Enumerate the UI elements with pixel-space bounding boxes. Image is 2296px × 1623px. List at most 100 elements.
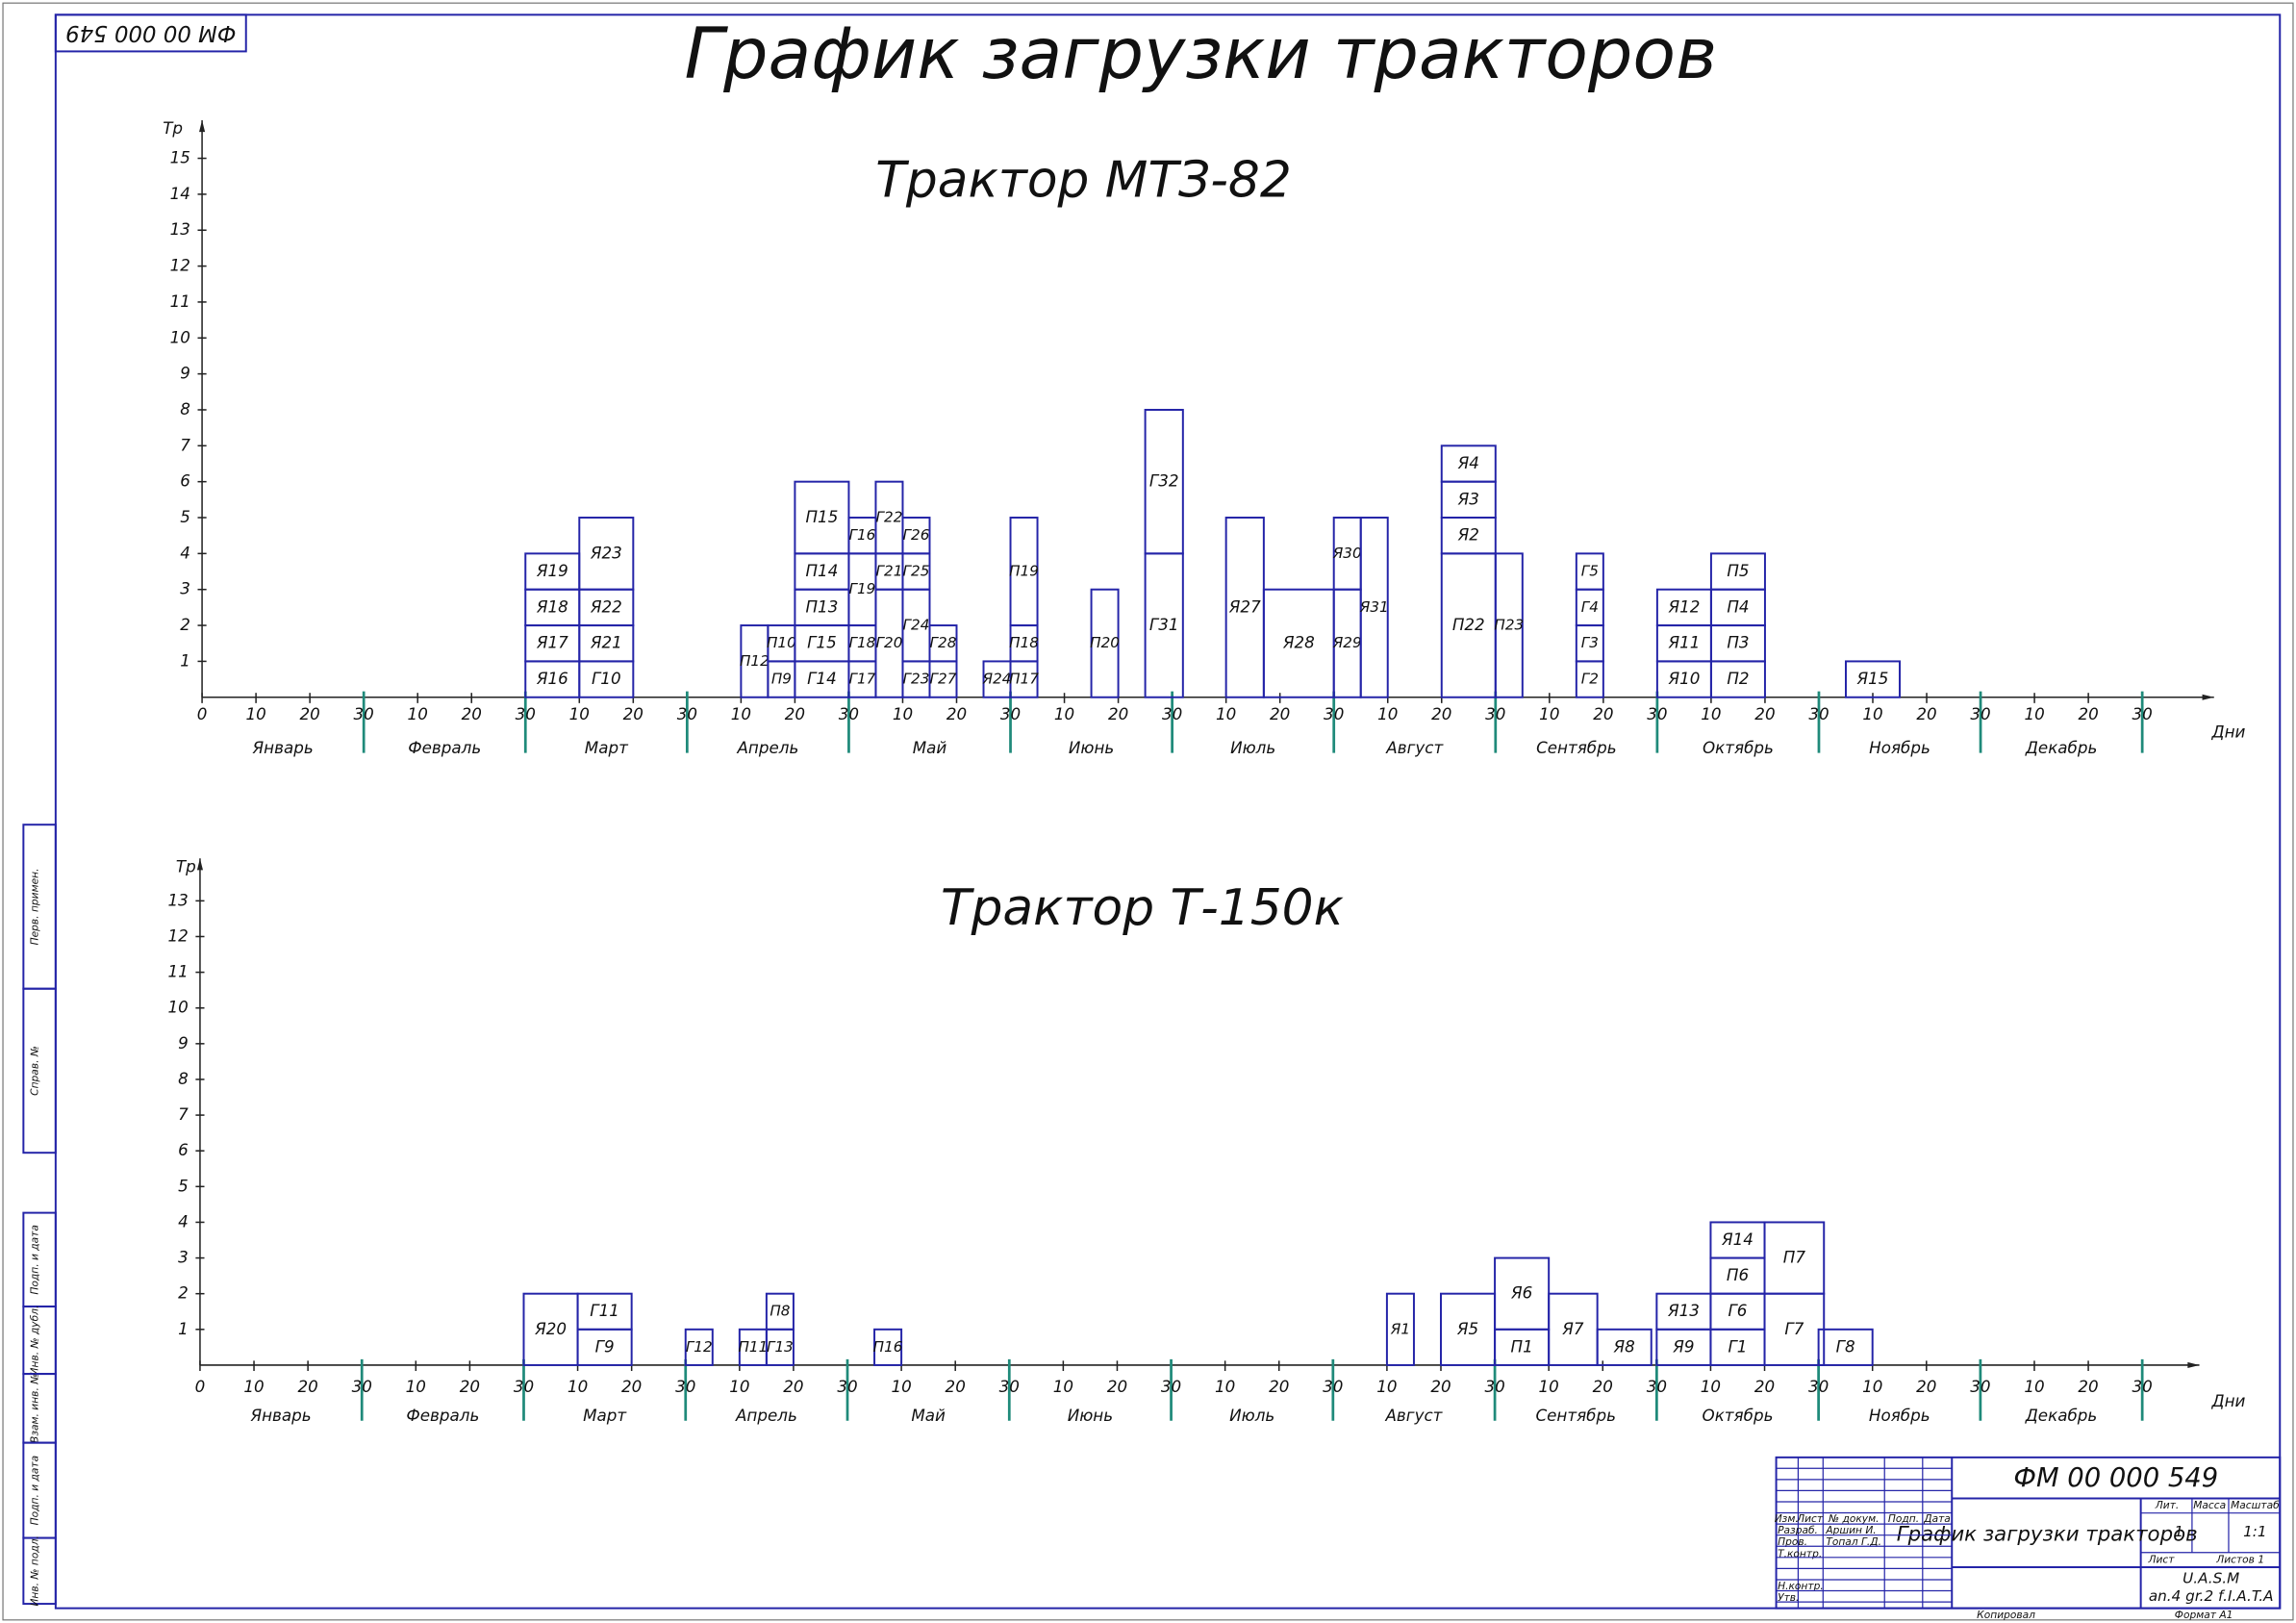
y-axis-arrow xyxy=(196,858,203,871)
block-label: Я18 xyxy=(536,596,568,616)
x-tick-label: 10 xyxy=(245,704,265,723)
x-tick-label: 30 xyxy=(675,1377,695,1396)
block-label: П9 xyxy=(771,671,792,688)
y-tick-label: 6 xyxy=(180,471,190,491)
tb-mass: Масса xyxy=(2193,1499,2226,1511)
x-tick-label: 30 xyxy=(1162,704,1182,723)
block-label: П11 xyxy=(738,1338,768,1356)
load-block xyxy=(1709,552,1766,591)
y-axis-arrow xyxy=(199,119,206,133)
block-label: Г28 xyxy=(930,634,957,651)
side-cell xyxy=(22,987,57,1154)
side-cell xyxy=(22,1536,57,1606)
x-tick-label: 30 xyxy=(837,1377,857,1396)
block-label: Г18 xyxy=(849,634,876,651)
block-label: П15 xyxy=(805,507,838,526)
x-tick-label: 30 xyxy=(516,704,536,723)
block-label: Г8 xyxy=(1836,1336,1855,1356)
block-label: Г21 xyxy=(876,563,903,580)
block-label: Г16 xyxy=(849,526,876,544)
month-label: Март xyxy=(583,1406,627,1425)
y-tick-label: 9 xyxy=(178,1033,189,1052)
block-label: Г5 xyxy=(1581,563,1599,580)
x-tick-label: 10 xyxy=(893,704,913,723)
load-block xyxy=(576,1292,633,1331)
month-label: Январь xyxy=(252,738,314,757)
month-label: Апрель xyxy=(736,738,798,757)
load-block xyxy=(1763,1221,1826,1295)
x-tick-label: 0 xyxy=(197,704,208,723)
y-tick-label: 6 xyxy=(178,1140,189,1159)
block-label: Я17 xyxy=(536,633,568,652)
y-tick-label: 1 xyxy=(178,1319,189,1338)
block-label: П17 xyxy=(1009,671,1039,688)
block-label: Я19 xyxy=(536,561,568,580)
x-tick-label: 10 xyxy=(1862,704,1882,723)
block-label: Г12 xyxy=(686,1338,713,1356)
y-tick-label: 12 xyxy=(167,926,188,945)
x-tick-label: 20 xyxy=(946,1377,966,1396)
block-label: Г26 xyxy=(903,526,930,544)
month-label: Октябрь xyxy=(1703,738,1774,757)
tb-role: Н.контр. xyxy=(1778,1580,1824,1592)
load-block xyxy=(928,624,958,663)
x-tick-label: 30 xyxy=(1484,1377,1504,1396)
y-tick-label: 12 xyxy=(170,256,190,275)
x-tick-label: 30 xyxy=(1485,704,1505,723)
load-block xyxy=(1385,1292,1415,1366)
x-tick-label: 10 xyxy=(1377,704,1398,723)
block-label: Г3 xyxy=(1581,634,1599,651)
block-label: Г4 xyxy=(1581,598,1599,616)
block-label: Г27 xyxy=(930,671,957,688)
x-tick-label: 20 xyxy=(1270,704,1290,723)
block-label: П13 xyxy=(805,596,838,616)
y-axis-label: Тр xyxy=(163,118,183,138)
month-label: Август xyxy=(1385,738,1444,757)
month-label: Апрель xyxy=(735,1406,797,1425)
tb-role: Т.контр. xyxy=(1778,1547,1822,1560)
block-label: Г13 xyxy=(767,1338,794,1356)
month-label: Сентябрь xyxy=(1535,1406,1616,1425)
y-tick-label: 9 xyxy=(180,364,190,383)
block-label: П10 xyxy=(767,634,796,651)
x-tick-label: 10 xyxy=(1215,1377,1235,1396)
x-tick-label: 30 xyxy=(1808,1377,1829,1396)
x-axis-label: Дни xyxy=(2211,1391,2246,1410)
x-tick-label: 10 xyxy=(406,1377,426,1396)
side-strip: Перв. примен. Справ. № Подп. и дата Инв. № … xyxy=(22,824,57,1607)
y-tick-label: 14 xyxy=(170,184,190,203)
block-label: Я29 xyxy=(1332,634,1362,651)
tb-head: Дата xyxy=(1923,1512,1951,1525)
block-label: П20 xyxy=(1090,634,1120,651)
x-tick-label: 20 xyxy=(462,704,482,723)
block-label: Г32 xyxy=(1149,471,1179,491)
month-label: Май xyxy=(913,738,947,757)
x-tick-label: 10 xyxy=(1376,1377,1397,1396)
block-label: Г17 xyxy=(849,671,876,688)
y-tick-label: 2 xyxy=(180,615,190,634)
block-label: П8 xyxy=(770,1303,790,1320)
tb-person: Аршин И. xyxy=(1825,1524,1876,1536)
tb-name: График загрузки тракторов xyxy=(1897,1523,2198,1547)
y-tick-label: 11 xyxy=(170,292,190,311)
month-label: Февраль xyxy=(408,738,481,757)
load-block xyxy=(1575,552,1604,591)
block-label: П4 xyxy=(1727,596,1749,616)
x-tick-label: 20 xyxy=(1916,1377,1936,1396)
block-label: Г1 xyxy=(1728,1336,1747,1356)
y-tick-label: 3 xyxy=(178,1248,189,1267)
tb-person: Топал Г.Д. xyxy=(1826,1535,1881,1548)
code-stamp: ФМ 00 000 549 xyxy=(65,20,236,45)
x-tick-label: 10 xyxy=(1216,704,1236,723)
x-tick-label: 20 xyxy=(623,704,643,723)
block-label: Я11 xyxy=(1667,633,1700,652)
tb-sheets: Листов 1 xyxy=(2215,1553,2264,1565)
side-label: Подп. и дата xyxy=(29,1456,41,1525)
block-label: Я30 xyxy=(1332,545,1362,562)
title-block: ФМ 00 000 549 График загрузки тракторов … xyxy=(1775,1456,2282,1621)
block-label: П12 xyxy=(740,652,770,670)
x-axis-arrow xyxy=(2187,1361,2200,1368)
tb-scale-head: Масштаб xyxy=(2231,1499,2280,1511)
month-label: Февраль xyxy=(406,1406,479,1425)
